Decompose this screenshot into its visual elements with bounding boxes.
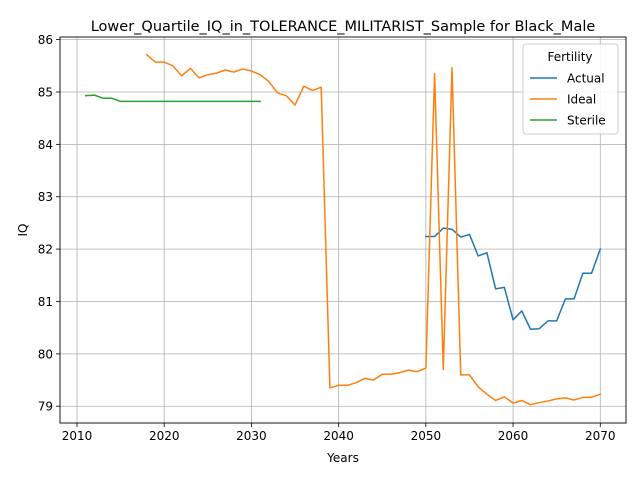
- series-lines: [84, 53, 602, 406]
- y-tick-label: 84: [38, 138, 53, 152]
- y-axis-label: IQ: [16, 224, 30, 237]
- legend-label-ideal: Ideal: [567, 93, 596, 107]
- legend-items: Actual Ideal Sterile: [530, 72, 606, 128]
- legend: Fertility Actual Ideal Sterile: [522, 43, 619, 135]
- plot-frame: [59, 36, 627, 424]
- legend-label-actual: Actual: [567, 72, 605, 86]
- y-tick-label: 79: [38, 400, 53, 414]
- x-tick-label: 2060: [498, 429, 529, 443]
- legend-box: [522, 43, 619, 135]
- axis-ticks: 2010 2020 2030 2040 2050 2060 2070 79 80 81 82 83 84…: [38, 33, 616, 443]
- x-tick-label: 2030: [236, 429, 267, 443]
- series-line-ideal: [145, 53, 602, 406]
- x-tick-label: 2020: [149, 429, 180, 443]
- x-tick-label: 2070: [585, 429, 616, 443]
- y-tick-label: 85: [38, 85, 53, 99]
- y-tick-label: 82: [38, 243, 53, 257]
- y-tick-label: 83: [38, 190, 53, 204]
- x-tick-label: 2040: [323, 429, 354, 443]
- y-tick-label: 86: [38, 33, 53, 47]
- legend-label-sterile: Sterile: [567, 114, 606, 128]
- y-tick-label: 81: [38, 295, 53, 309]
- x-tick-label: 2010: [62, 429, 93, 443]
- series-line-sterile: [84, 94, 261, 103]
- chart-title: Lower_Quartile_IQ_in_TOLERANCE_MILITARIS…: [91, 19, 596, 35]
- series-line-actual: [425, 227, 602, 330]
- legend-title: Fertility: [547, 50, 592, 64]
- x-tick-label: 2050: [411, 429, 442, 443]
- y-tick-label: 80: [38, 347, 53, 361]
- x-axis-label: Years: [326, 451, 359, 465]
